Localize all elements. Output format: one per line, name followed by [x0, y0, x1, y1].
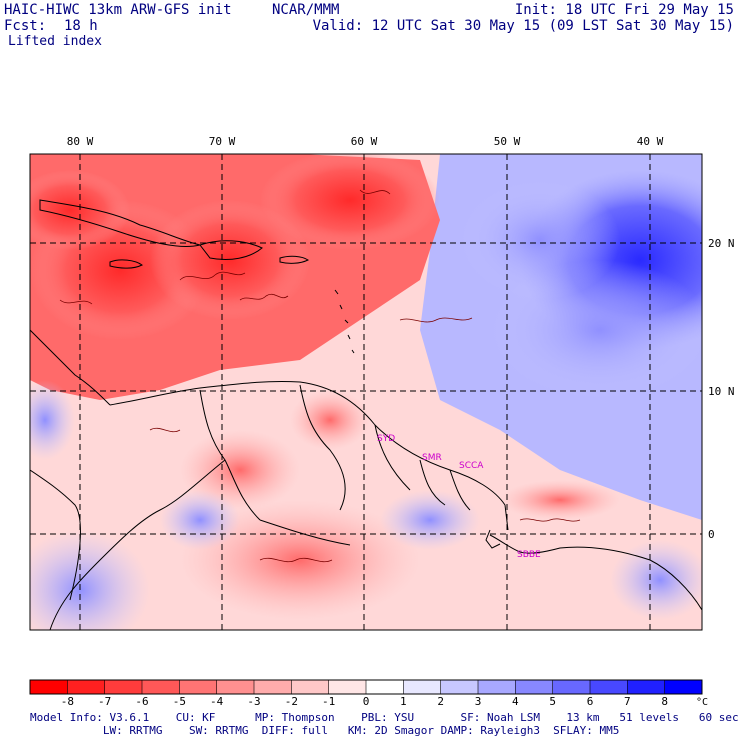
lon-label-70w: 70 W [209, 135, 236, 148]
lat-label-0: 0 [708, 528, 715, 541]
model-title: HAIC-HIWC 13km ARW-GFS init [4, 2, 232, 18]
colorbar-swatch [627, 680, 666, 694]
colorbar-tick-label: 6 [587, 695, 594, 708]
colorbar-tick-label: -2 [285, 695, 298, 708]
valid-time: Valid: 12 UTC Sat 30 May 15 (09 LST Sat … [312, 18, 734, 34]
colorbar-swatch [552, 680, 591, 694]
lon-label-50w: 50 W [494, 135, 521, 148]
colorbar-swatch [216, 680, 255, 694]
contour-lines [59, 189, 581, 563]
colorbar-tick-label: -7 [98, 695, 111, 708]
colorbar-swatch [104, 680, 143, 694]
forecast-hours: 18 h [64, 18, 98, 34]
colorbar-tick-label: 4 [512, 695, 519, 708]
colorbar-tick-label: -4 [210, 695, 224, 708]
model-info-line1: Model Info: V3.6.1 CU: KF MP: Thompson P… [30, 711, 739, 724]
lat-label-20n: 20 N [708, 237, 735, 250]
colorbar-tick-label: -3 [247, 695, 260, 708]
colorbar-tick-label: 7 [624, 695, 631, 708]
station-label-syd: SYD [377, 434, 395, 444]
colorbar-swatch [366, 680, 404, 694]
colorbar-tick-label: -8 [61, 695, 74, 708]
colorbar-swatch [515, 680, 554, 694]
map-border [29, 153, 703, 631]
colorbar-tick-label: 1 [400, 695, 407, 708]
graticule [30, 154, 702, 630]
colorbar-swatch [664, 680, 703, 694]
colorbar-swatch [403, 680, 442, 694]
colorbar-swatch [179, 680, 218, 694]
colorbar-swatch [254, 680, 292, 694]
colorbar-tick-label: 5 [549, 695, 556, 708]
colorbar-swatch [142, 680, 180, 694]
colorbar-swatch [30, 680, 68, 694]
colorbar-tick-label: -5 [173, 695, 186, 708]
coastlines [30, 199, 702, 630]
colorbar-swatch [328, 680, 367, 694]
colorbar-tick-label: 0 [363, 695, 370, 708]
init-time: Init: 18 UTC Fri 29 May 15 [514, 2, 734, 18]
colorbar-tick-label: -6 [135, 695, 148, 708]
lat-label-10n: 10 N [708, 385, 735, 398]
lon-label-80w: 80 W [67, 135, 94, 148]
field-name: Lifted index [8, 34, 102, 49]
colorbar-swatch [67, 680, 106, 694]
station-label-smr: SMR [422, 453, 442, 463]
colorbar-tick-label: 3 [475, 695, 482, 708]
colorbar-unit: °C [696, 697, 708, 708]
colorbar-tick-label: 8 [661, 695, 668, 708]
organization-label: NCAR/MMM [272, 2, 340, 18]
colorbar-swatch [291, 680, 330, 694]
station-label-sbbe: SBBE [517, 550, 541, 560]
forecast-label: Fcst: [4, 18, 47, 34]
colorbar-swatch [478, 680, 516, 694]
lon-label-60w: 60 W [351, 135, 378, 148]
colorbar-swatch [440, 680, 479, 694]
colorbar-tick-label: 2 [437, 695, 444, 708]
colorbar [29, 679, 703, 695]
colorbar-swatch [590, 680, 628, 694]
colorbar-tick-label: -1 [322, 695, 335, 708]
station-label-scca: SCCA [459, 461, 484, 471]
lon-label-40w: 40 W [637, 135, 664, 148]
colorbar-ticks: -8 -7 -6 -5 -4 -3 -2 -1 0 1 2 3 4 5 6 7 8 [61, 695, 668, 708]
lifted-index-field [30, 154, 702, 630]
model-info-line2: LW: RRTMG SW: RRTMG DIFF: full KM: 2D Sm… [30, 724, 620, 737]
